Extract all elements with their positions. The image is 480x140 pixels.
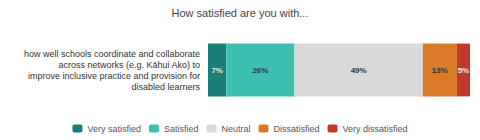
svg-text:Satisfied: Satisfied (164, 124, 199, 134)
svg-text:49%: 49% (351, 66, 367, 75)
svg-text:across networks (e.g. Kāhui Ak: across networks (e.g. Kāhui Ako) to (58, 60, 200, 70)
svg-text:how well schools coordinate an: how well schools coordinate and collabor… (24, 49, 200, 59)
svg-text:26%: 26% (252, 66, 268, 75)
svg-text:Neutral: Neutral (221, 124, 250, 134)
svg-text:5%: 5% (458, 66, 470, 75)
svg-text:improve inclusive practice and: improve inclusive practice and provision… (28, 71, 200, 81)
svg-text:Very dissatisfied: Very dissatisfied (343, 124, 408, 134)
svg-text:Very satisfied: Very satisfied (87, 124, 141, 134)
svg-text:13%: 13% (432, 66, 448, 75)
svg-text:disabled learners: disabled learners (131, 82, 200, 92)
svg-text:How satisfied are you with...: How satisfied are you with... (172, 7, 309, 19)
svg-text:Dissatisfied: Dissatisfied (274, 124, 320, 134)
svg-text:7%: 7% (211, 66, 223, 75)
